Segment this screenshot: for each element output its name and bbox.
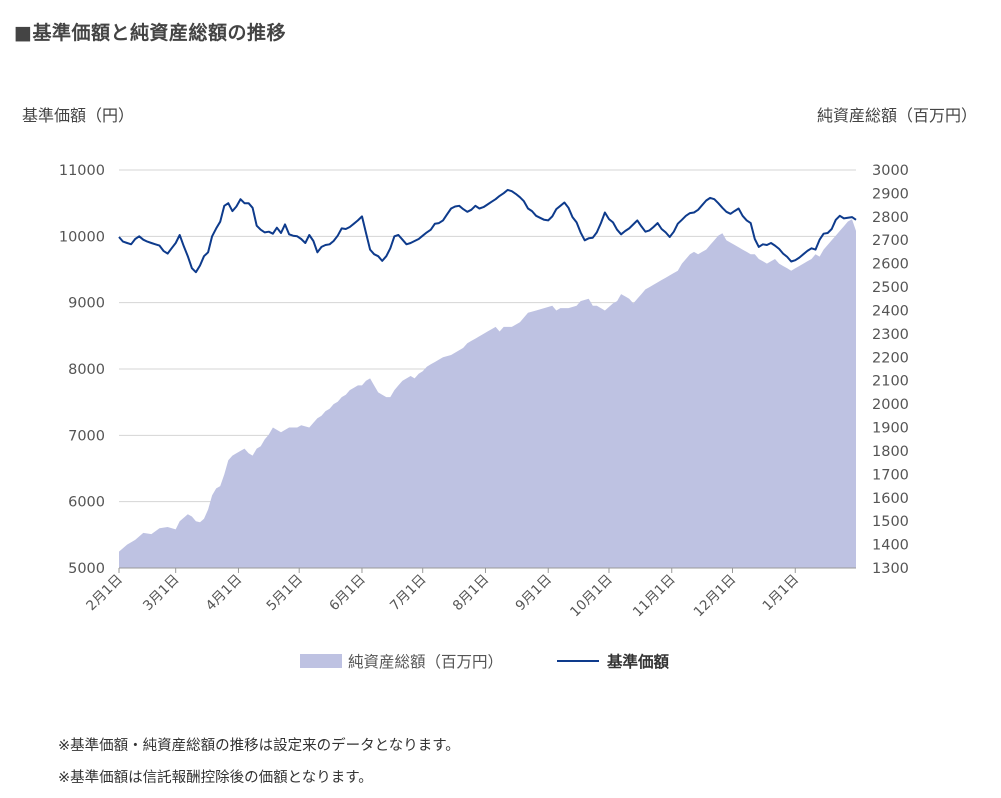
left-tick-label: 7000: [68, 428, 105, 444]
x-tick-label: 12月1日: [691, 572, 740, 621]
x-axis: 2月1日 3月1日 4月1日 5月1日 6月1日 7月1日 8月1日 9月1日 10月1日 11月…: [83, 567, 856, 621]
x-tick-label: 10月1日: [567, 572, 616, 621]
x-tick-label: 11月1日: [630, 572, 679, 621]
right-tick-label: 3000: [872, 163, 909, 179]
right-tick-label: 1600: [872, 491, 909, 507]
right-tick-label: 1300: [872, 561, 909, 577]
right-tick-label: 1800: [872, 444, 909, 460]
x-tick-label: 4月1日: [203, 572, 246, 615]
nav-line: [118, 188, 857, 274]
footnote-2: ※基準価額は信託報酬控除後の価額となります。: [58, 770, 373, 786]
left-tick-label: 8000: [68, 362, 105, 378]
right-tick-label: 1400: [872, 538, 909, 554]
legend-area-swatch: [300, 654, 342, 668]
x-tick-label: 3月1日: [140, 572, 183, 615]
chart: 11000 10000 9000 8000 7000 6000 5000 3000 2900 2…: [59, 163, 909, 621]
left-axis-ticks: 11000 10000 9000 8000 7000 6000 5000: [59, 163, 105, 577]
right-tick-label: 2600: [872, 257, 909, 273]
legend-area-label: 純資産総額（百万円）: [348, 653, 504, 671]
x-tick-label: 5月1日: [263, 572, 306, 615]
right-tick-label: 2000: [872, 397, 909, 413]
right-tick-label: 1500: [872, 514, 909, 530]
right-tick-label: 2200: [872, 350, 909, 366]
net-assets-area: [119, 219, 856, 568]
right-tick-label: 1700: [872, 467, 909, 483]
left-tick-label: 11000: [59, 163, 105, 179]
x-tick-label: 1月1日: [760, 572, 803, 615]
left-tick-label: 5000: [68, 561, 105, 577]
x-tick-label: 7月1日: [387, 572, 430, 615]
right-tick-label: 2500: [872, 280, 909, 296]
right-tick-label: 2700: [872, 233, 909, 249]
legend-line-label: 基準価額: [607, 653, 670, 671]
right-axis-title: 純資産総額（百万円）: [816, 106, 977, 125]
x-tick-label: 2月1日: [83, 572, 126, 615]
x-tick-label: 8月1日: [450, 572, 493, 615]
right-tick-label: 2400: [872, 303, 909, 319]
left-axis-title: 基準価額（円）: [22, 106, 135, 125]
right-tick-label: 2800: [872, 210, 909, 226]
footnote-1: ※基準価額・純資産総額の推移は設定来のデータとなります。: [58, 738, 460, 754]
right-tick-label: 1900: [872, 421, 909, 437]
legend: 純資産総額（百万円） 基準価額: [300, 650, 669, 672]
page-title: ■基準価額と純資産総額の推移: [14, 22, 286, 44]
right-axis-ticks: 3000 2900 2800 2700 2600 2500 2400 2300 2200 2100…: [872, 163, 909, 577]
left-tick-label: 10000: [59, 229, 105, 245]
right-tick-label: 2900: [872, 186, 909, 202]
right-tick-label: 2300: [872, 327, 909, 343]
legend-line-swatch: [557, 660, 600, 662]
left-tick-label: 9000: [68, 296, 105, 312]
x-tick-label: 6月1日: [326, 572, 369, 615]
right-tick-label: 2100: [872, 374, 909, 390]
left-tick-label: 6000: [68, 495, 105, 511]
x-tick-label: 9月1日: [513, 572, 556, 615]
